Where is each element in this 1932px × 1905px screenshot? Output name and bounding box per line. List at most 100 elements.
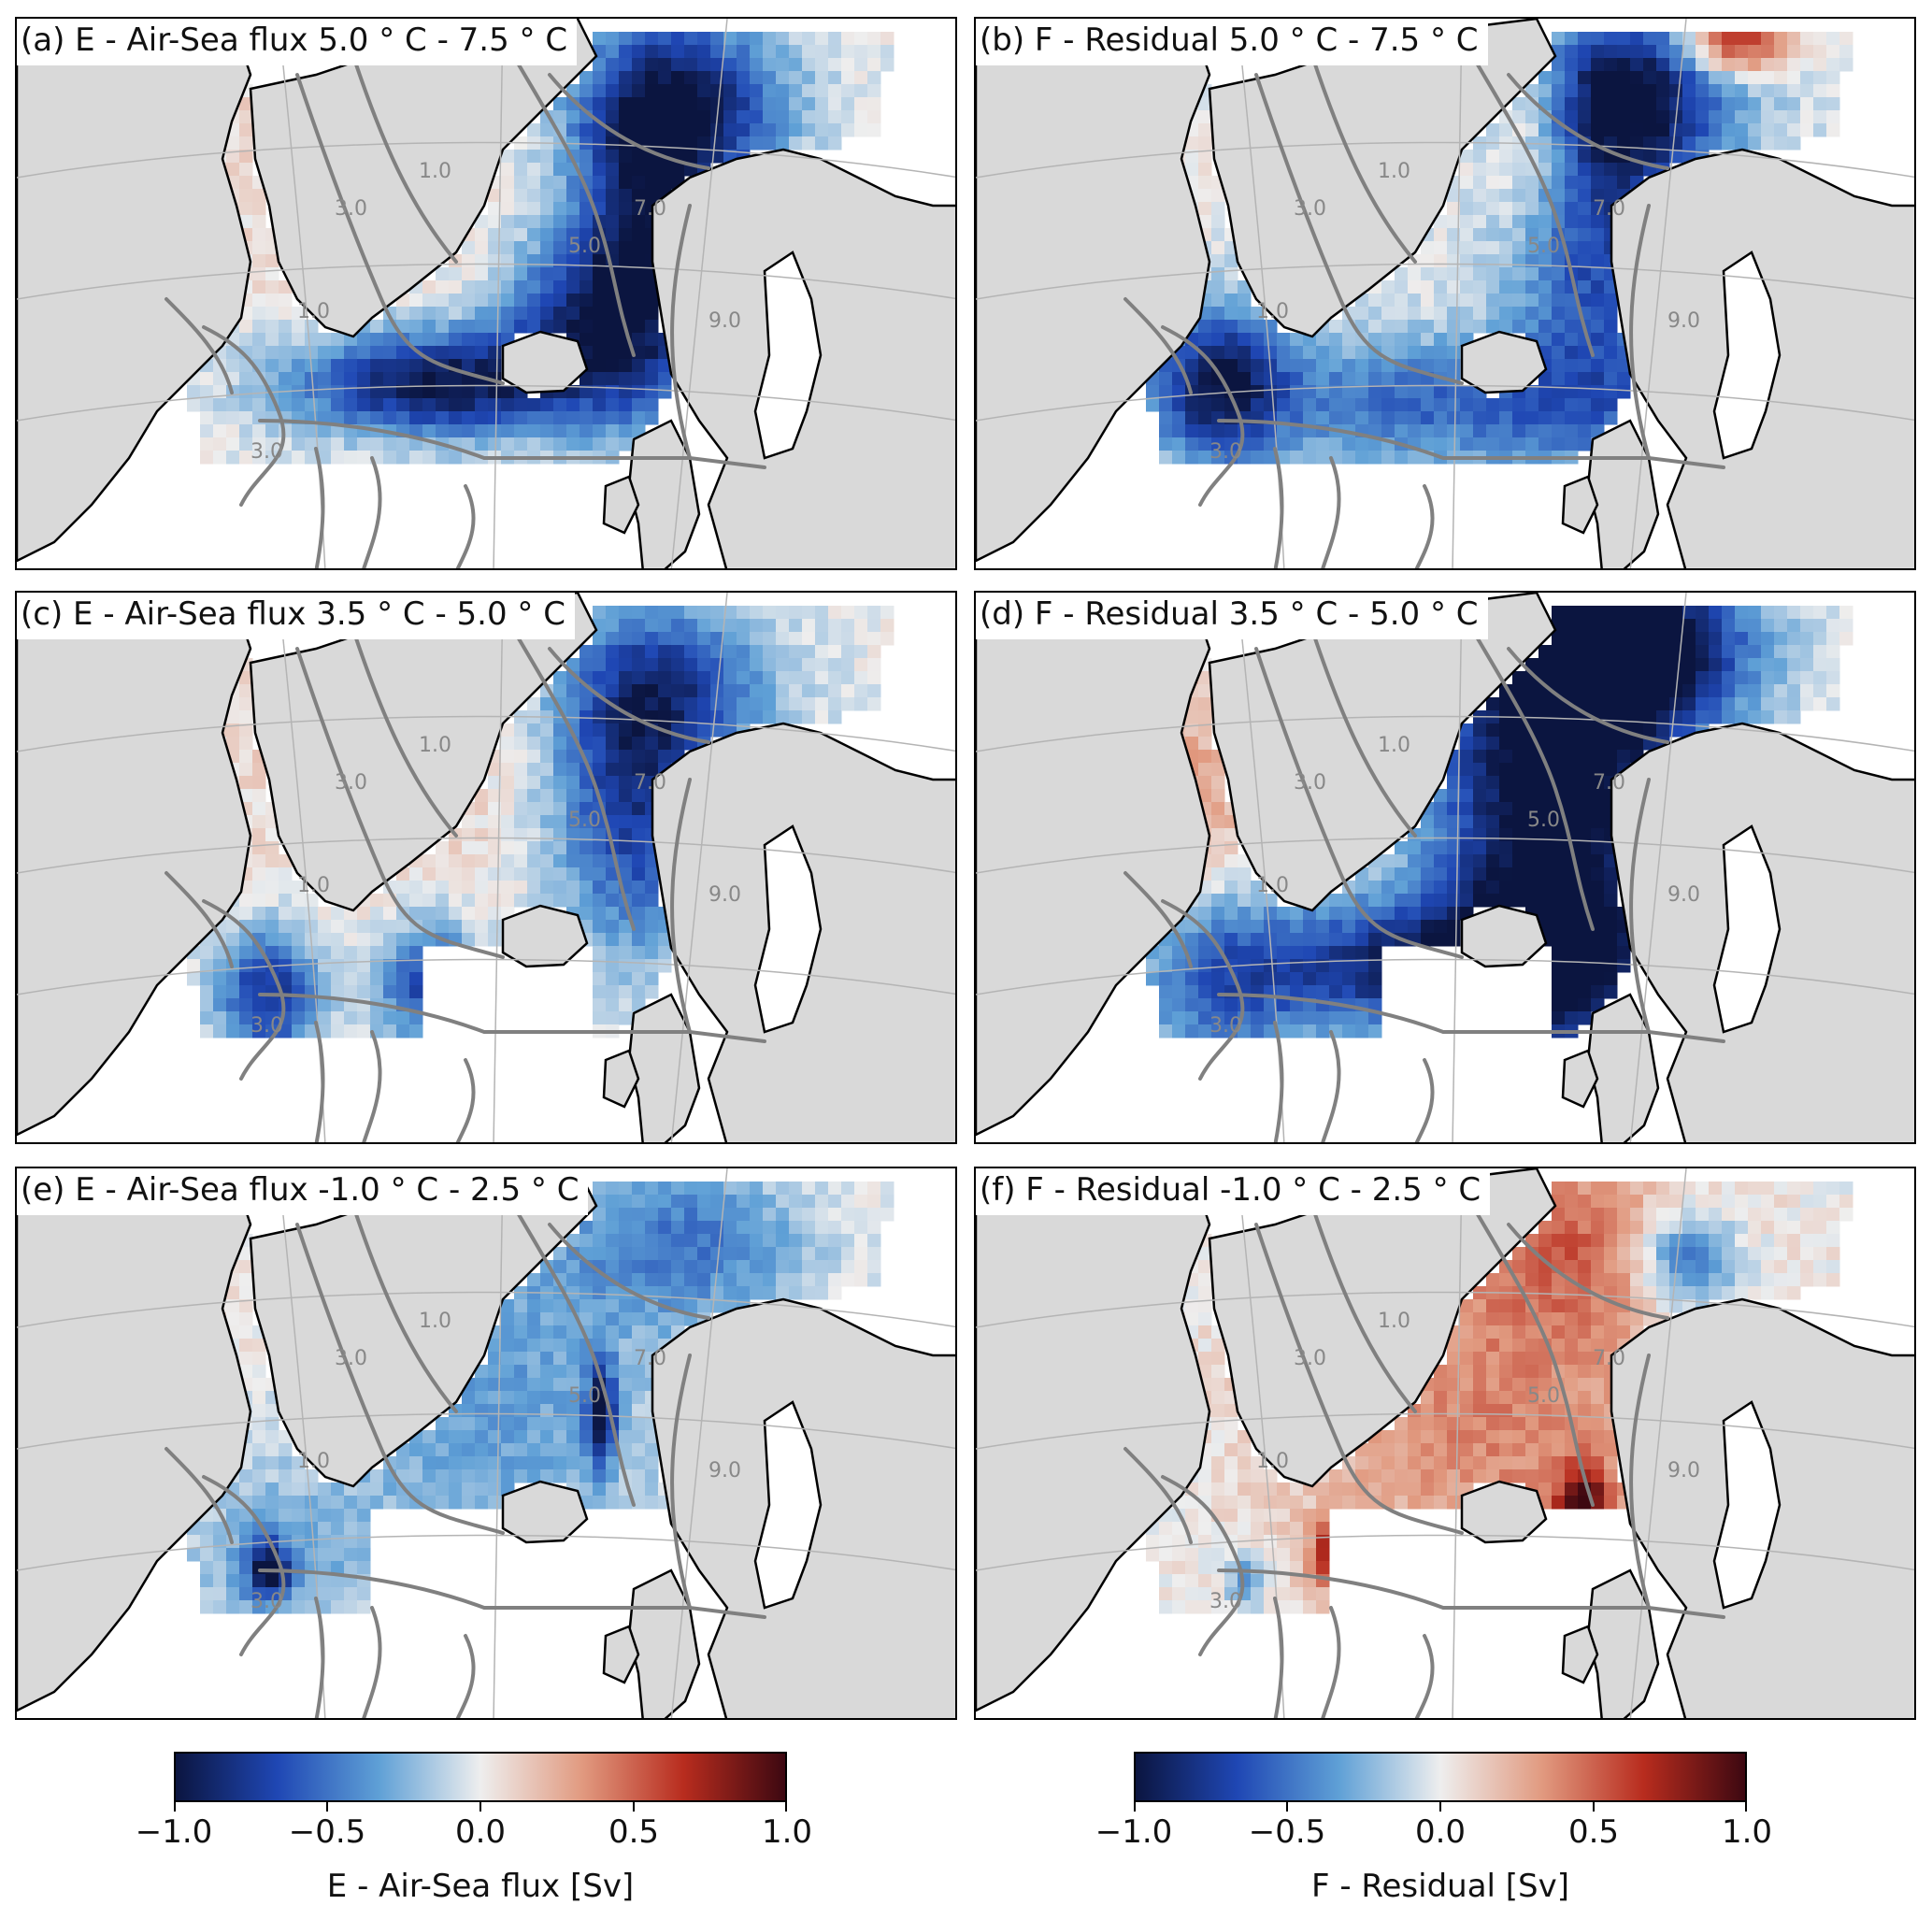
flux-cell bbox=[1578, 671, 1592, 685]
flux-cell bbox=[501, 398, 515, 412]
flux-cell bbox=[1172, 1548, 1186, 1562]
flux-cell bbox=[1251, 1522, 1265, 1536]
flux-cell bbox=[1473, 411, 1487, 425]
flux-cell bbox=[527, 737, 541, 751]
flux-cell bbox=[697, 671, 711, 685]
flux-cell bbox=[1591, 110, 1605, 124]
flux-cell bbox=[1643, 97, 1657, 111]
flux-cell bbox=[606, 1312, 620, 1326]
flux-cell bbox=[658, 1182, 672, 1196]
flux-cell bbox=[1290, 346, 1304, 360]
flux-cell bbox=[1473, 228, 1487, 242]
flux-cell bbox=[1172, 451, 1186, 465]
flux-cell bbox=[1251, 959, 1265, 973]
flux-cell bbox=[867, 1182, 881, 1196]
flux-cell bbox=[606, 1378, 620, 1392]
flux-cell bbox=[632, 1195, 646, 1209]
flux-cell bbox=[697, 723, 711, 738]
flux-cell bbox=[1381, 1430, 1395, 1444]
flux-cell bbox=[1552, 894, 1566, 908]
flux-cell bbox=[1277, 1024, 1291, 1038]
flux-cell bbox=[370, 1469, 384, 1483]
flux-cell bbox=[1761, 136, 1775, 150]
flux-cell bbox=[1185, 737, 1199, 751]
flux-cell bbox=[527, 867, 541, 881]
flux-cell bbox=[645, 750, 659, 764]
flux-cell bbox=[1512, 307, 1526, 321]
flux-cell bbox=[1826, 123, 1840, 137]
flux-cell bbox=[331, 1535, 345, 1549]
flux-cell bbox=[789, 632, 803, 646]
flux-cell bbox=[1421, 333, 1435, 347]
flux-cell bbox=[331, 920, 345, 934]
flux-cell bbox=[462, 1404, 476, 1418]
flux-cell bbox=[1408, 307, 1422, 321]
flux-cell bbox=[619, 280, 633, 294]
flux-cell bbox=[1787, 71, 1801, 85]
flux-cell bbox=[1578, 723, 1592, 738]
flux-cell bbox=[1198, 1482, 1212, 1497]
flux-cell bbox=[527, 294, 541, 308]
flux-cell bbox=[1826, 45, 1840, 59]
flux-cell bbox=[763, 1260, 777, 1274]
flux-cell bbox=[553, 776, 567, 790]
flux-cell bbox=[1368, 1456, 1382, 1470]
flux-cell bbox=[331, 1561, 345, 1575]
flux-cell bbox=[1395, 424, 1409, 438]
flux-cell bbox=[1251, 1587, 1265, 1601]
flux-cell bbox=[422, 881, 436, 895]
flux-cell bbox=[710, 697, 724, 711]
flux-cell bbox=[1604, 750, 1618, 764]
flux-cell bbox=[1224, 998, 1238, 1012]
flux-cell bbox=[1761, 632, 1775, 646]
flux-cell bbox=[265, 320, 279, 334]
flux-cell bbox=[1525, 802, 1539, 816]
flux-cell bbox=[1473, 280, 1487, 294]
flux-cell bbox=[1499, 815, 1513, 829]
flux-cell bbox=[1800, 684, 1814, 698]
flux-cell bbox=[1565, 710, 1579, 724]
flux-cell bbox=[1342, 372, 1356, 386]
flux-cell bbox=[475, 424, 489, 438]
contour-label: 3.0 bbox=[250, 1014, 283, 1038]
flux-cell bbox=[1473, 894, 1487, 908]
flux-cell bbox=[815, 658, 829, 672]
flux-cell bbox=[396, 359, 410, 373]
flux-cell bbox=[187, 385, 201, 399]
flux-cell bbox=[1617, 58, 1631, 72]
flux-cell bbox=[1486, 437, 1500, 451]
flux-cell bbox=[1381, 854, 1395, 868]
flux-cell bbox=[1486, 697, 1500, 711]
flux-cell bbox=[580, 202, 594, 216]
flux-cell bbox=[1460, 202, 1474, 216]
flux-cell bbox=[1591, 385, 1605, 399]
flux-cell bbox=[1761, 619, 1775, 633]
flux-cell bbox=[632, 110, 646, 124]
flux-cell bbox=[1421, 907, 1435, 921]
flux-cell bbox=[632, 1391, 646, 1405]
flux-cell bbox=[763, 32, 777, 46]
flux-cell bbox=[1591, 150, 1605, 164]
flux-cell bbox=[1238, 359, 1252, 373]
flux-cell bbox=[1538, 215, 1553, 229]
flux-cell bbox=[1159, 972, 1173, 986]
flux-cell bbox=[475, 920, 489, 934]
flux-cell bbox=[1172, 372, 1186, 386]
flux-cell bbox=[501, 881, 515, 895]
flux-cell bbox=[1290, 946, 1304, 960]
flux-cell bbox=[619, 372, 633, 386]
flux-cell bbox=[593, 946, 607, 960]
flux-cell bbox=[213, 946, 227, 960]
flux-cell bbox=[1774, 58, 1788, 72]
flux-cell bbox=[1303, 1496, 1317, 1510]
flux-cell bbox=[867, 671, 881, 685]
flux-cell bbox=[854, 1195, 868, 1209]
flux-cell bbox=[1224, 1482, 1238, 1497]
flux-cell bbox=[867, 97, 881, 111]
flux-cell bbox=[252, 398, 266, 412]
flux-cell bbox=[658, 176, 672, 190]
flux-cell bbox=[1499, 763, 1513, 777]
flux-cell bbox=[449, 881, 463, 895]
flux-cell bbox=[1643, 671, 1657, 685]
flux-cell bbox=[1434, 828, 1448, 842]
